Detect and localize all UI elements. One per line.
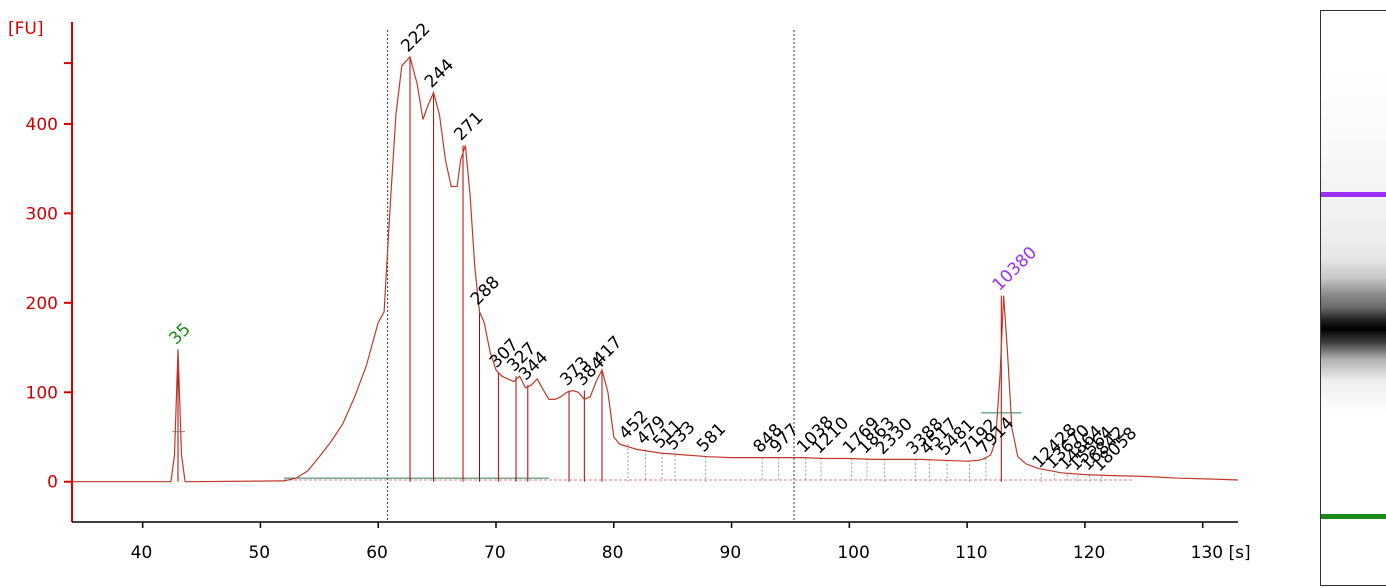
x-tick-label-50: 50	[248, 543, 270, 563]
x-tick-label-60: 60	[366, 543, 388, 563]
y-tick-label-0: 0	[47, 473, 58, 493]
x-tick-label-130: 130 [s]	[1191, 543, 1251, 563]
peak-label-581: 581	[693, 419, 730, 456]
electropherogram-chart: 0 100 200 300 400 [FU] 40 50 60 70 80 90 100 110 120 13…	[8, 19, 1251, 563]
lower-marker-band	[1321, 514, 1386, 519]
trace-line	[72, 55, 1239, 483]
y-tick-label-100: 100	[26, 383, 58, 403]
peak-label-222: 222	[397, 19, 434, 56]
x-tick-label-80: 80	[602, 543, 624, 563]
y-tick-label-300: 300	[26, 204, 58, 224]
y-tick-label-200: 200	[26, 294, 58, 314]
y-axis-label: [FU]	[8, 19, 44, 39]
x-tick-label-100: 100	[837, 543, 869, 563]
x-tick-label-90: 90	[720, 543, 742, 563]
peak-label-244: 244	[421, 55, 458, 92]
gel-smear-band	[1321, 71, 1386, 501]
y-tick-label-400: 400	[26, 115, 58, 135]
upper-marker-band	[1321, 192, 1386, 197]
x-tick-label-110: 110	[955, 543, 987, 563]
gel-lane-image	[1320, 10, 1386, 586]
x-tick-label-70: 70	[484, 543, 506, 563]
x-tick-label-120: 120	[1073, 543, 1105, 563]
peak-label-35: 35	[165, 319, 194, 348]
peak-label-271: 271	[450, 108, 487, 145]
peak-label-288: 288	[467, 272, 504, 309]
peak-label-10380: 10380	[989, 243, 1041, 295]
x-tick-label-40: 40	[131, 543, 153, 563]
